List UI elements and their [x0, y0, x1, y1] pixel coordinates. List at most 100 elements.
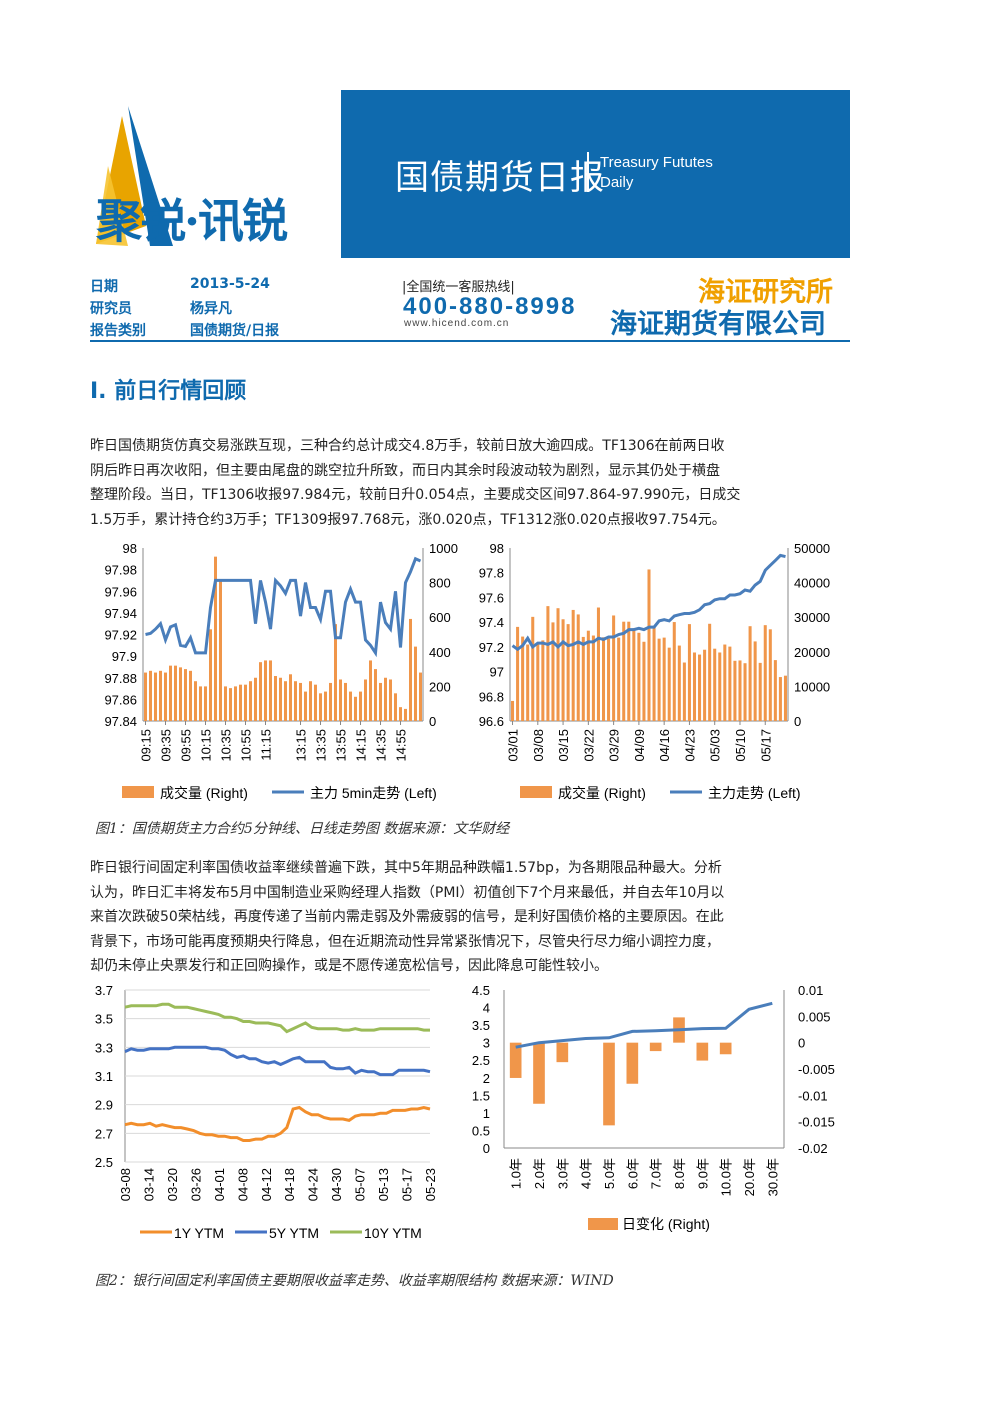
- bar: [586, 630, 590, 721]
- bar: [607, 638, 611, 721]
- paragraph-line: 整理阶段。当日，TF1306收报97.984元，较前日升0.054点，主要成交区…: [90, 487, 741, 503]
- bar: [304, 691, 307, 721]
- banner-title-en-line2: Daily: [600, 174, 634, 191]
- bar: [521, 636, 525, 721]
- y-tick-label-left: 1: [483, 1106, 490, 1121]
- bar: [334, 624, 337, 721]
- y-tick-label-right: 200: [429, 679, 451, 694]
- bar: [719, 1042, 732, 1055]
- bar: [254, 677, 257, 721]
- bar: [743, 663, 747, 721]
- bar: [149, 670, 152, 721]
- legend-swatch: [588, 1218, 618, 1230]
- bar: [329, 682, 332, 721]
- x-tick-label: 04/16: [657, 729, 672, 762]
- y-tick-label-left: 3: [483, 1036, 490, 1051]
- x-tick-label: 04-08: [235, 1168, 250, 1201]
- bar: [174, 665, 177, 721]
- y-tick-label: 2.9: [95, 1098, 113, 1113]
- x-tick-label: 09:15: [139, 729, 154, 762]
- y-tick-label-right: 10000: [794, 679, 830, 694]
- figure1-caption: 图1：国债期货主力合约5分钟线、日线走势图 数据来源：文华财经: [95, 821, 510, 837]
- chart-term-structure: 0 0.5 1 1.5 2 2.5 3 3.5 4 4.5 -0.02 -0.015 -0.01 -0.0…: [472, 983, 835, 1232]
- bar: [753, 641, 757, 721]
- bar: [249, 681, 252, 721]
- bar: [627, 621, 631, 721]
- chart-yield-trend: 2.5 2.7 2.9 3.1 3.3 3.5 3.7 03-08 03-14 03-20 03-2…: [95, 983, 438, 1241]
- x-tick-label: 20.0年: [742, 1158, 757, 1196]
- legend-label: 10Y YTM: [364, 1225, 422, 1241]
- bar: [224, 686, 227, 721]
- bar: [718, 652, 722, 721]
- x-tick-label: 10.0年: [719, 1158, 734, 1196]
- y-tick-label-left: 97.8: [479, 566, 504, 581]
- x-tick-label: 03-20: [165, 1168, 180, 1201]
- bar: [783, 675, 787, 721]
- y-tick-label-left: 97.86: [104, 692, 137, 707]
- x-tick-label: 13:35: [314, 729, 329, 762]
- x-tick-label: 10:35: [219, 729, 234, 762]
- banner-title-cn: 国债期货日报: [395, 158, 605, 198]
- bar: [617, 637, 621, 721]
- y-tick-label-right: 0: [794, 714, 801, 729]
- x-tick-label: 09:35: [159, 729, 174, 762]
- x-tick-label: 03/01: [506, 729, 521, 762]
- bar: [677, 645, 681, 721]
- bar: [581, 636, 585, 721]
- y-tick-label-left: 97.9: [112, 649, 137, 664]
- bar: [219, 579, 222, 721]
- bar: [369, 660, 372, 721]
- x-tick-label: 05/03: [708, 729, 723, 762]
- bar: [696, 1042, 709, 1061]
- y-tick-label-left: 97.6: [479, 590, 504, 605]
- x-tick-label: 03-14: [141, 1168, 156, 1201]
- bar: [389, 679, 392, 721]
- bar: [576, 614, 580, 721]
- bar: [164, 672, 167, 721]
- legend-label: 主力 5min走势 (Left): [310, 785, 437, 801]
- header-rule: [90, 340, 850, 342]
- meta-value-date: 2013-5-24: [190, 276, 270, 292]
- bar: [299, 682, 302, 721]
- bar: [384, 677, 387, 721]
- x-tick-label: 04-24: [306, 1168, 321, 1201]
- bar: [284, 681, 287, 721]
- legend-label: 日变化 (Right): [622, 1216, 710, 1232]
- bar: [319, 693, 322, 721]
- chart-daily: 96.6 96.8 97 97.2 97.4 97.6 97.8 98 0 10000 20000 3…: [479, 541, 830, 801]
- company-name: 海证期货有限公司: [610, 309, 826, 340]
- y-tick-label-right: -0.01: [798, 1088, 828, 1103]
- bar: [561, 619, 565, 721]
- bar: [596, 607, 600, 721]
- bar: [773, 660, 777, 721]
- bar: [526, 644, 530, 721]
- x-tick-label: 2.0年: [532, 1158, 547, 1189]
- legend-label: 5Y YTM: [269, 1225, 319, 1241]
- x-tick-label: 05-17: [400, 1168, 415, 1201]
- website-url[interactable]: www.hicend.com.cn: [404, 318, 510, 329]
- bar: [531, 616, 535, 721]
- legend-label: 1Y YTM: [174, 1225, 224, 1241]
- y-tick-label-right: 20000: [794, 645, 830, 660]
- y-tick-label: 2.5: [95, 1155, 113, 1170]
- x-tick-label: 14:55: [394, 729, 409, 762]
- bar: [556, 1042, 569, 1063]
- bar: [667, 647, 671, 721]
- x-tick-label: 05-23: [423, 1168, 438, 1201]
- y-tick-label-right: 1000: [429, 541, 458, 556]
- bar: [657, 638, 661, 721]
- meta-label-category: 报告类别: [90, 323, 146, 339]
- bar: [204, 686, 207, 721]
- x-tick-label: 05-07: [353, 1168, 368, 1201]
- y-tick-label-right: 0.01: [798, 983, 823, 998]
- chart-5min: 97.84 97.86 97.88 97.9 97.92 97.94 97.96 97.98 9…: [104, 541, 458, 801]
- y-tick-label-right: 40000: [794, 576, 830, 591]
- bar: [234, 686, 237, 721]
- bar: [199, 686, 202, 721]
- x-tick-label: 5.0年: [602, 1158, 617, 1189]
- y-tick-label-right: 800: [429, 576, 451, 591]
- bar: [511, 700, 515, 721]
- y-tick-label-left: 98: [123, 541, 137, 556]
- bar: [379, 682, 382, 721]
- legend-swatch: [520, 786, 552, 798]
